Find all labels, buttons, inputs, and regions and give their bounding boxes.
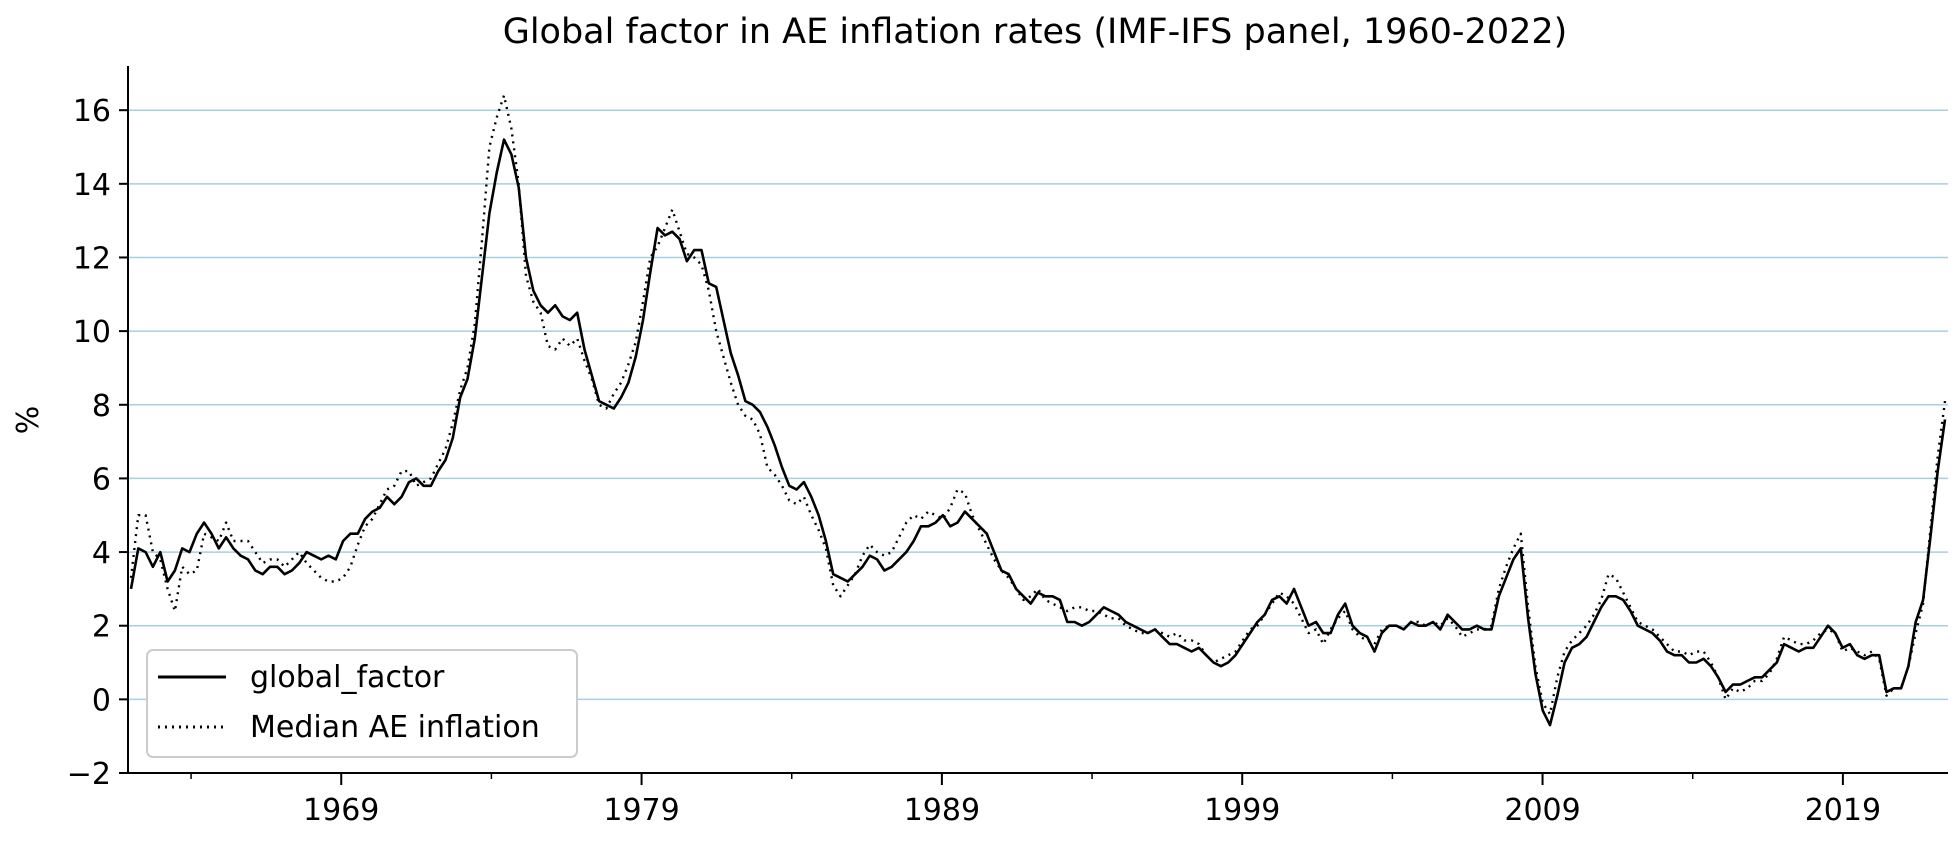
y-tick-label-10: 10 <box>73 315 111 350</box>
chart-title: Global factor in AE inflation rates (IMF… <box>503 12 1568 52</box>
y-tick-label-neg2: −2 <box>67 757 111 792</box>
gridlines <box>128 109 1948 701</box>
y-tick-label-0: 0 <box>92 683 111 718</box>
y-axis-ticks: −2 0 2 4 6 8 10 12 14 16 <box>67 94 128 792</box>
legend-label-median-ae-inflation: Median AE inflation <box>250 710 540 745</box>
y-tick-label-8: 8 <box>92 389 111 424</box>
y-tick-label-12: 12 <box>73 241 111 276</box>
series-line-median-ae-inflation <box>129 94 1947 716</box>
x-tick-label-2009: 2009 <box>1504 793 1580 828</box>
x-axis-ticks: 1969 1979 1989 1999 2009 2019 <box>190 773 1881 828</box>
x-tick-label-1979: 1979 <box>603 793 679 828</box>
x-tick-label-2019: 2019 <box>1805 793 1881 828</box>
y-tick-label-6: 6 <box>92 462 111 497</box>
x-tick-label-1969: 1969 <box>303 793 379 828</box>
legend: global_factor Median AE inflation <box>146 649 578 758</box>
y-tick-label-16: 16 <box>73 94 111 129</box>
series-layer <box>129 94 1947 727</box>
y-axis-label: % <box>11 406 46 435</box>
y-tick-label-4: 4 <box>92 536 111 571</box>
x-tick-label-1999: 1999 <box>1204 793 1280 828</box>
legend-label-global-factor: global_factor <box>250 660 445 695</box>
y-tick-label-2: 2 <box>92 610 111 645</box>
series-line-global-factor <box>129 138 1947 727</box>
x-tick-label-1989: 1989 <box>904 793 980 828</box>
legend-box <box>146 649 578 758</box>
y-tick-label-14: 14 <box>73 168 111 203</box>
